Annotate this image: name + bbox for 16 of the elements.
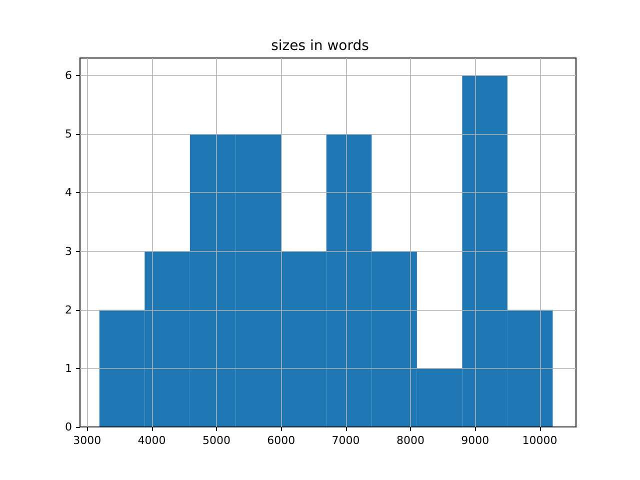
y-tick-label: 4 <box>65 186 72 200</box>
y-tick-label: 0 <box>65 420 72 434</box>
x-tick-label: 7000 <box>332 434 360 447</box>
x-tick-label: 8000 <box>396 434 424 447</box>
y-tick-label: 1 <box>65 362 72 375</box>
x-tick-label: 5000 <box>202 434 230 447</box>
x-tick-label: 9000 <box>461 434 490 447</box>
x-tick-label: 6000 <box>267 434 296 447</box>
y-tick-label: 2 <box>65 303 72 316</box>
y-tick-label: 6 <box>65 69 72 82</box>
y-tick-label: 3 <box>65 244 72 258</box>
x-tick-label: 3000 <box>73 434 102 447</box>
chart-title: sizes in words <box>271 38 369 54</box>
x-tick-label: 4000 <box>138 434 166 447</box>
y-tick-label: 5 <box>65 128 72 141</box>
x-tick-label: 10000 <box>522 434 558 447</box>
